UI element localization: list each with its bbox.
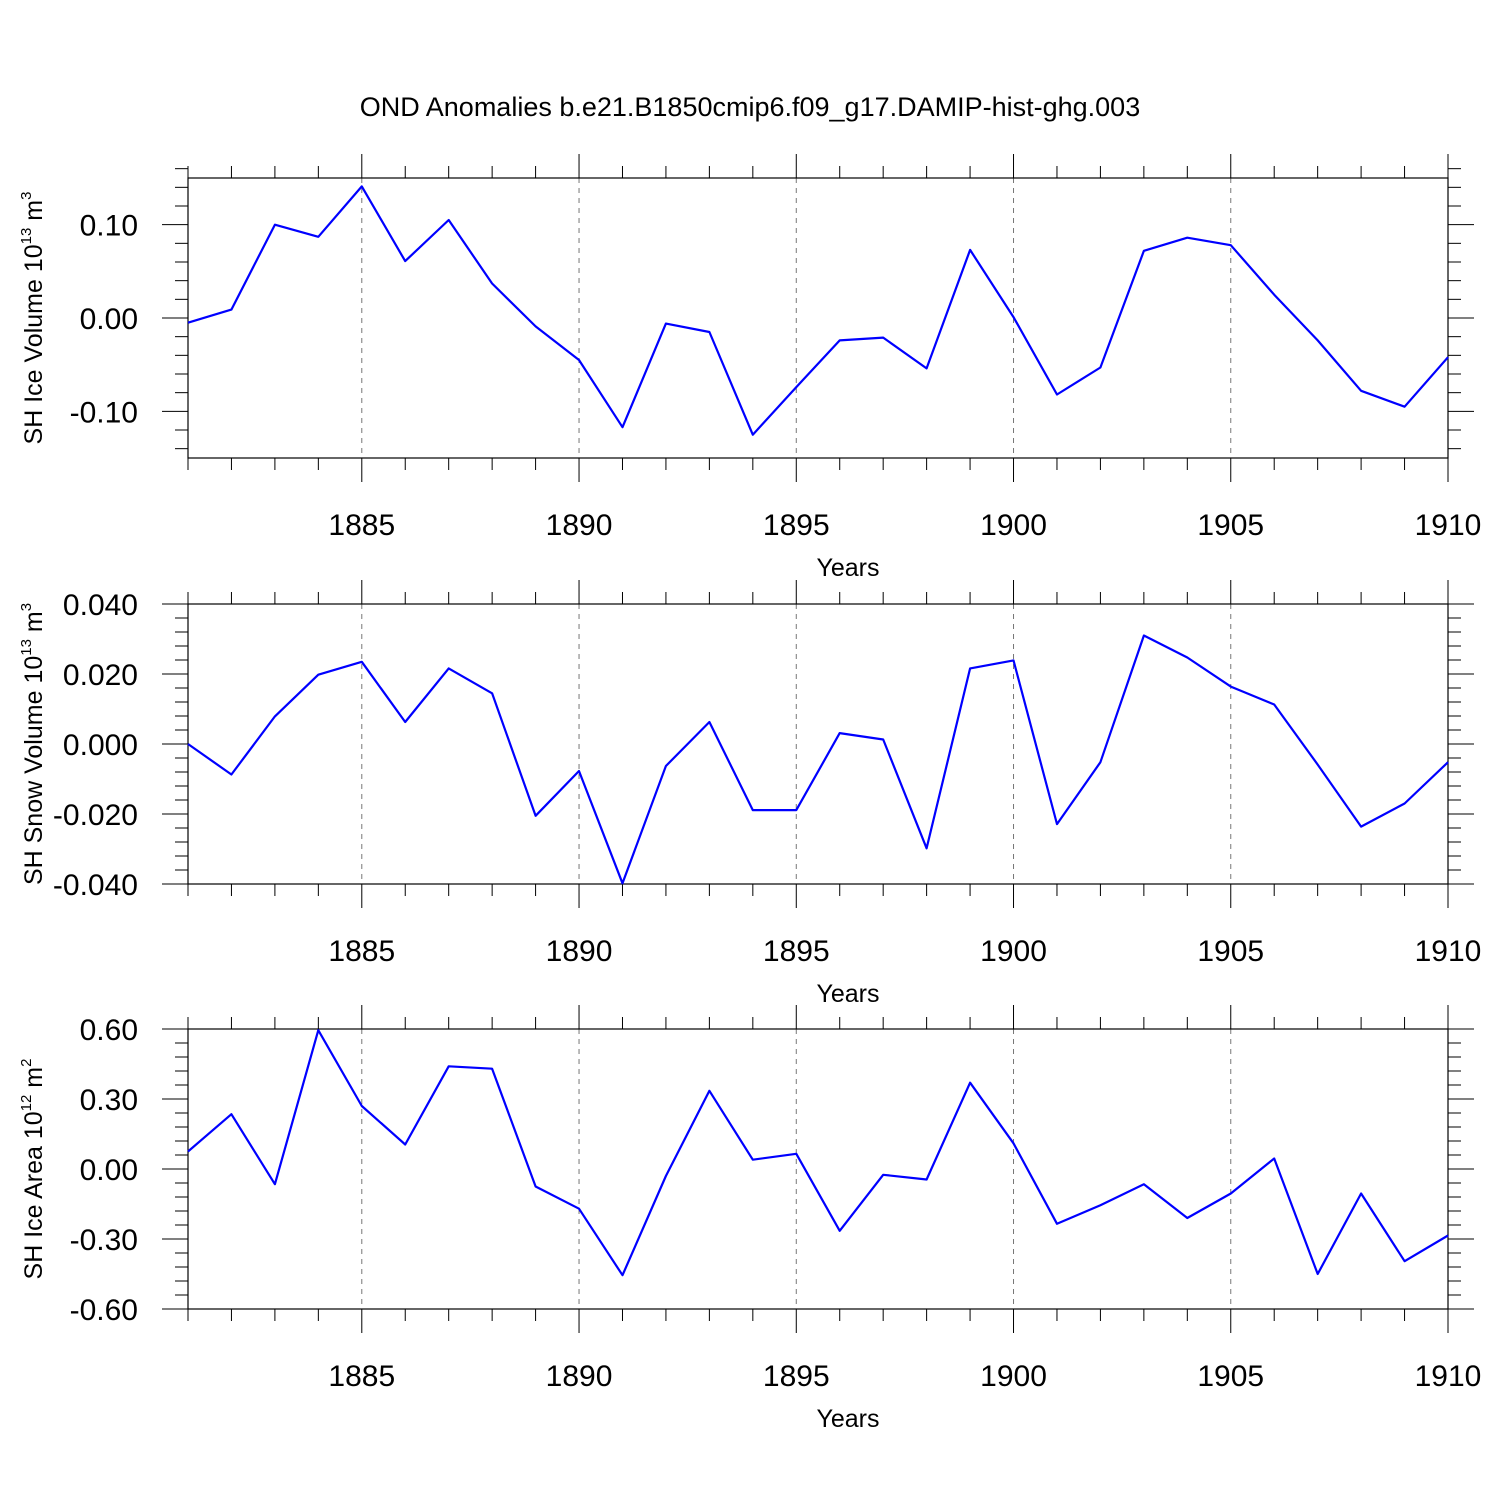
ice-area-panel: 0.60 0.30 0.00 -0.30 -0.60 1885 1890 1895 1900 19… [18,1005,1481,1433]
ice-volume-series-line [187,185,1449,436]
x-tick-label: 1905 [1197,1360,1264,1393]
x-tick-label: 1905 [1197,509,1264,542]
x-tick-label: 1890 [546,509,613,542]
x-tick-label: 1910 [1415,1360,1482,1393]
ice-area-series-line [187,1029,1449,1277]
y-tick-label: 0.00 [80,303,138,336]
y-tick-label: 0.60 [80,1014,138,1047]
y-axis-label: SH Ice Volume 1013 m3 [18,192,48,445]
y-tick-label: 0.040 [63,589,138,622]
x-axis-label: Years [816,554,879,582]
x-tick-label: 1900 [980,509,1047,542]
y-tick-label: -0.040 [53,869,138,902]
x-tick-label: 1885 [328,935,395,968]
x-tick-label: 1885 [328,1360,395,1393]
x-tick-label: 1910 [1415,509,1482,542]
x-axis-label: Years [816,980,879,1008]
y-tick-label: 0.10 [80,210,138,243]
snow-volume-series-line [187,634,1449,885]
y-tick-label: -0.10 [70,396,138,429]
x-tick-label: 1910 [1415,935,1482,968]
plot-frame [187,177,1449,459]
y-tick-label: -0.020 [53,799,138,832]
chart-title: OND Anomalies b.e21.B1850cmip6.f09_g17.D… [360,92,1140,122]
plot-frame [187,603,1449,885]
x-tick-label: 1900 [980,1360,1047,1393]
x-tick-label: 1905 [1197,935,1264,968]
y-tick-label: 0.000 [63,729,138,762]
x-tick-label: 1895 [763,509,830,542]
x-tick-label: 1895 [763,1360,830,1393]
y-axis-label: SH Snow Volume 1013 m3 [18,603,48,885]
y-tick-label: 0.020 [63,659,138,692]
y-tick-label: 0.00 [80,1154,138,1187]
x-tick-label: 1890 [546,935,613,968]
plot-frame [187,1028,1449,1310]
x-tick-label: 1885 [328,509,395,542]
x-tick-label: 1895 [763,935,830,968]
y-tick-label: -0.30 [70,1224,138,1257]
y-tick-label: -0.60 [70,1294,138,1327]
x-tick-label: 1900 [980,935,1047,968]
x-axis-label: Years [816,1405,879,1433]
y-axis-label: SH Ice Area 1012 m2 [18,1059,48,1280]
snow-volume-panel: 0.040 0.020 0.000 -0.020 -0.040 1885 1890 1895 1… [18,580,1481,1008]
x-tick-label: 1890 [546,1360,613,1393]
y-tick-label: 0.30 [80,1084,138,1117]
ice-volume-panel: 0.10 0.00 -0.10 1885 1890 1895 1900 1905 1910 Yea… [18,154,1481,582]
